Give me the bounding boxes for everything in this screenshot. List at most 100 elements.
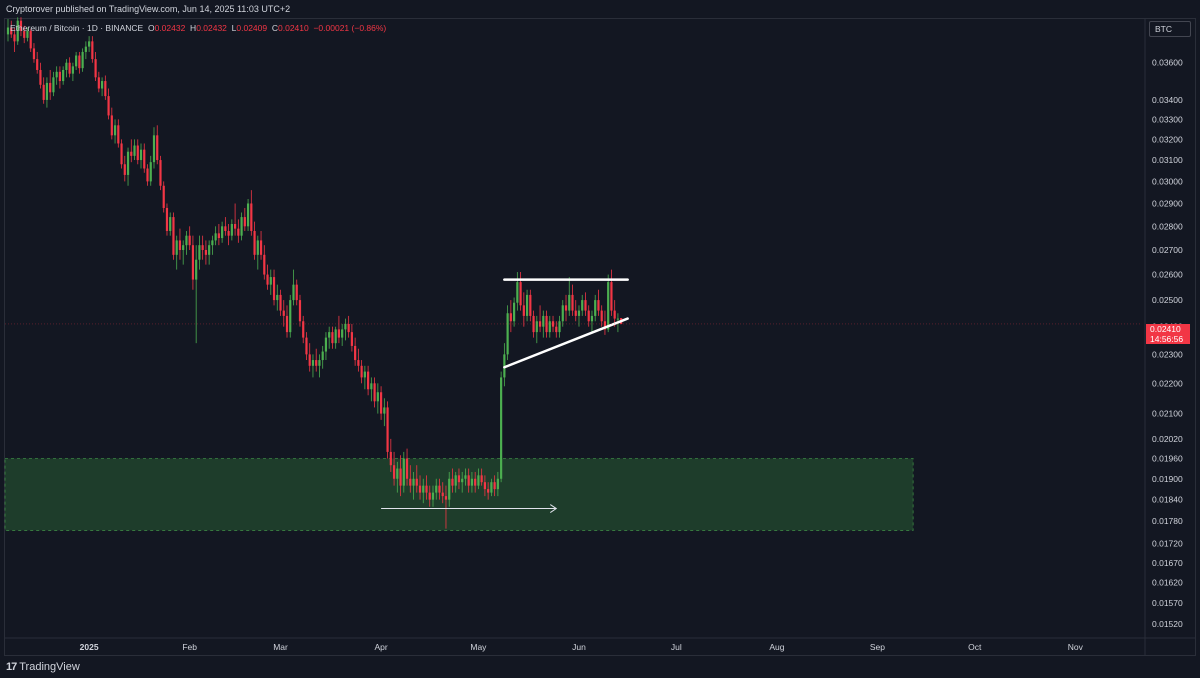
candle-body (409, 478, 412, 486)
y-tick-label: 0.02100 (1152, 409, 1183, 419)
candle-body (253, 230, 256, 255)
candle-body (91, 41, 94, 60)
candle-body (392, 465, 396, 479)
candle-body (451, 478, 454, 486)
candle-body (172, 217, 175, 255)
candle-body (558, 321, 561, 333)
candle-body (428, 492, 431, 500)
candle-body (143, 149, 146, 169)
candle-body (529, 294, 532, 316)
candle-body (211, 240, 214, 246)
candle-body (156, 135, 159, 161)
candle-body (564, 305, 568, 311)
candle-body (354, 345, 357, 361)
candle-body (474, 478, 477, 486)
candle-body (435, 485, 438, 493)
candle-body (256, 240, 259, 255)
candle-body (162, 185, 165, 208)
candle-body (308, 354, 311, 366)
candle-body (334, 329, 337, 344)
candle-body (126, 151, 130, 175)
candle-body (574, 310, 577, 316)
candle-body (337, 329, 341, 338)
tradingview-logo-icon: 17 (6, 661, 17, 673)
candle-body (78, 55, 81, 69)
y-tick-label: 0.02200 (1152, 378, 1183, 388)
candle-body (188, 235, 191, 246)
tradingview-logo[interactable]: 17 TradingView (6, 661, 80, 673)
candle-body (233, 223, 237, 229)
candle-body (425, 485, 428, 493)
y-tick-label: 0.01520 (1152, 619, 1183, 629)
candle-body (493, 482, 496, 490)
change-value: −0.00021 (−0.86%) (313, 23, 387, 33)
candle-body (509, 313, 512, 322)
candle-body (577, 310, 581, 316)
candle-body (201, 245, 204, 250)
y-tick-label: 0.03100 (1152, 155, 1183, 165)
candle-body (175, 240, 178, 255)
candle-body (480, 475, 483, 483)
candle-body (487, 489, 490, 493)
candle-body (208, 245, 211, 255)
candle-body (26, 30, 29, 38)
y-tick-label: 0.02500 (1152, 295, 1183, 305)
candle-body (594, 300, 597, 316)
candle-body (120, 143, 123, 165)
x-tick-label: Nov (1068, 642, 1084, 652)
candle-body (444, 496, 448, 500)
candle-body (10, 27, 13, 35)
candle-body (45, 82, 49, 100)
open-value: 0.02432 (154, 23, 186, 33)
currency-button[interactable]: BTC (1149, 21, 1191, 37)
candle-body (548, 321, 551, 333)
candle-body (62, 69, 65, 82)
x-tick-label: Apr (374, 642, 387, 652)
candle-body (522, 305, 525, 316)
candle-body (65, 62, 68, 70)
candle-body (470, 478, 474, 486)
y-tick-label: 0.02700 (1152, 245, 1183, 255)
candle-body (221, 226, 224, 239)
candle-body (133, 145, 136, 156)
x-tick-label: Oct (968, 642, 982, 652)
ascending-trendline (503, 317, 629, 369)
candle-body (289, 300, 292, 333)
candle-body (373, 383, 376, 402)
candle-body (263, 254, 266, 275)
tradingview-logo-text: TradingView (19, 661, 80, 673)
candle-body (169, 217, 172, 231)
candle-body (282, 310, 285, 316)
candle-body (418, 485, 422, 493)
y-tick-label: 0.03200 (1152, 134, 1183, 144)
candle-body (19, 20, 23, 31)
candle-body (195, 259, 198, 280)
x-tick-label: Mar (273, 642, 288, 652)
candle-body (75, 55, 78, 67)
y-tick-label: 0.03000 (1152, 176, 1183, 186)
x-tick-label: May (470, 642, 487, 652)
candle-body (519, 282, 522, 306)
candle-body (152, 135, 156, 163)
candle-body (107, 96, 110, 116)
candle-body (55, 71, 58, 78)
candle-body (402, 458, 405, 486)
candle-body (324, 337, 328, 352)
high-label: H (190, 23, 197, 33)
candle-body (117, 125, 120, 144)
candle-body (178, 240, 182, 250)
candle-body (561, 305, 564, 322)
candle-body (88, 41, 91, 47)
y-tick-label: 0.01670 (1152, 558, 1183, 568)
candle-body (36, 59, 39, 70)
candle-body (568, 294, 571, 311)
candle-body (42, 84, 45, 100)
candle-body (571, 294, 574, 311)
candle-body (214, 233, 217, 241)
candle-body (607, 282, 610, 330)
candle-body (23, 30, 26, 38)
candle-body (49, 82, 52, 93)
candle-body (84, 46, 87, 52)
y-tick-label: 0.01960 (1152, 454, 1183, 464)
